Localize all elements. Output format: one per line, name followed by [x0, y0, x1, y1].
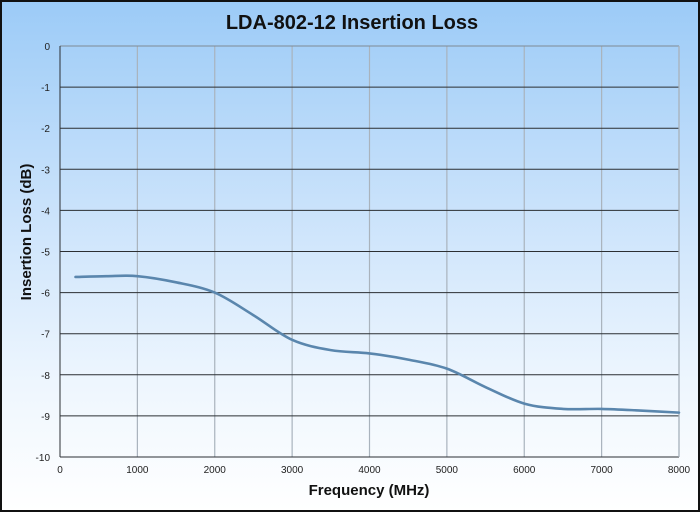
y-tick-label: 0 [44, 42, 50, 53]
y-tick-label: -5 [41, 248, 50, 259]
y-tick-label: -10 [36, 453, 51, 464]
y-tick-label: -1 [41, 83, 50, 94]
x-tick-label: 2000 [204, 465, 227, 476]
y-tick-label: -3 [41, 165, 50, 176]
x-tick-label: 7000 [591, 465, 614, 476]
x-tick-label: 4000 [358, 465, 381, 476]
grid [59, 45, 680, 458]
x-tick-label: 1000 [126, 465, 149, 476]
series-line-insertion-loss [74, 274, 681, 414]
y-tick-label: -4 [41, 206, 50, 217]
x-tick-label: 6000 [513, 465, 536, 476]
x-tick-label: 5000 [436, 465, 459, 476]
x-axis-label: Frequency (MHz) [309, 482, 430, 499]
series-group [74, 274, 681, 414]
y-tick-label: -7 [41, 330, 50, 341]
y-tick-label: -9 [41, 412, 50, 423]
y-tick-label: -8 [41, 371, 50, 382]
x-tick-label: 0 [57, 465, 63, 476]
x-tick-label: 3000 [281, 465, 304, 476]
x-tick-label: 8000 [668, 465, 691, 476]
tick-labels: 0 1000 2000 3000 4000 5000 6000 7000 8000 0 -1 -2 -3… [36, 42, 691, 476]
y-tick-label: -2 [41, 124, 50, 135]
y-axis-label: Insertion Loss (dB) [18, 164, 35, 301]
y-tick-label: -6 [41, 289, 50, 300]
chart-title: LDA-802-12 Insertion Loss [226, 12, 478, 34]
